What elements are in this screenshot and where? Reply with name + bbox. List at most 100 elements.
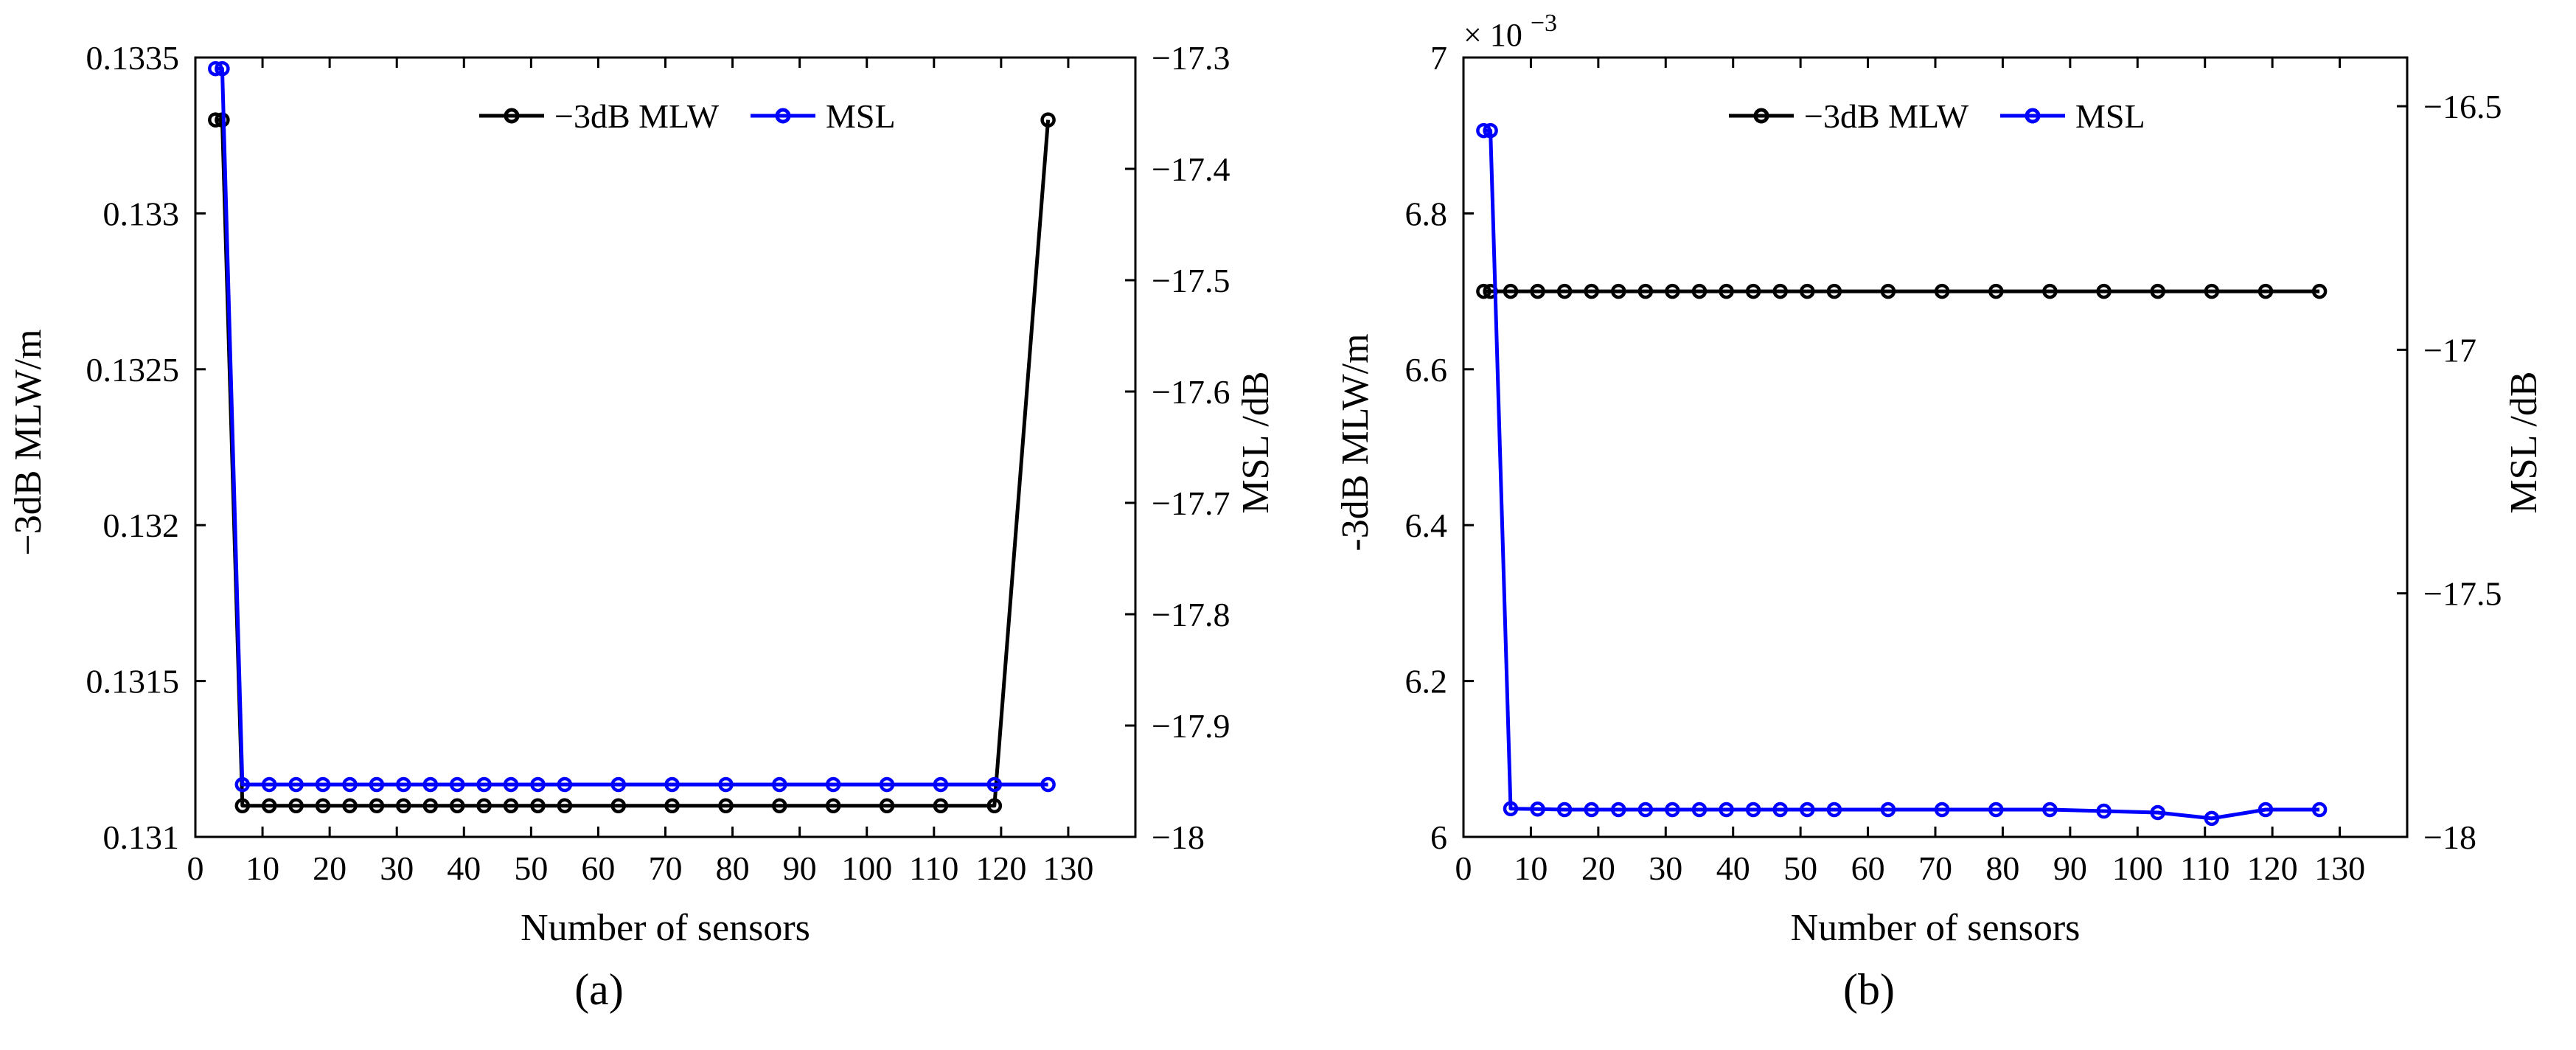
x-tick-label: 80: [716, 849, 750, 887]
data-point-mlw: [208, 112, 223, 128]
data-point-msl: [1934, 802, 1950, 818]
x-axis-label: Number of sensors: [1791, 907, 2081, 949]
data-point-msl: [315, 776, 331, 793]
data-point-mlw: [1691, 283, 1708, 299]
x-tick-label: 80: [1985, 849, 2019, 887]
y-right-tick-label: −17.9: [1152, 707, 1230, 745]
data-point-mlw: [1719, 283, 1734, 299]
data-point-msl: [449, 776, 465, 793]
data-point-msl: [2258, 802, 2274, 818]
data-point-msl: [610, 776, 627, 793]
data-point-msl: [1880, 802, 1896, 818]
y-axis-exponent-label: × 10 −3: [1463, 10, 1557, 53]
y-axis-label-right: MSL /dB: [2503, 371, 2545, 513]
data-point-mlw: [1611, 283, 1626, 299]
x-tick-label: 100: [2112, 849, 2163, 887]
data-point-msl: [530, 776, 546, 793]
data-point-mlw: [1800, 283, 1815, 299]
y-right-tick-label: −18: [1152, 818, 1205, 856]
data-point-msl: [772, 776, 787, 793]
x-tick-label: 120: [2247, 849, 2298, 887]
data-point-msl: [288, 776, 304, 793]
data-point-mlw: [1772, 283, 1788, 299]
y-axis-label-left: −3dB MLW/m: [7, 329, 49, 555]
y-left-tick-label: 6.4: [1405, 507, 1448, 544]
data-point-msl: [369, 776, 385, 793]
x-tick-label: 10: [1514, 849, 1548, 887]
plot-area-frame: [194, 56, 1137, 838]
data-point-msl: [557, 776, 573, 793]
y-right-tick-label: −17.7: [1152, 484, 1230, 522]
y-right-tick-label: −17.8: [1152, 596, 1230, 633]
data-point-msl: [215, 60, 230, 77]
data-point-msl: [1637, 802, 1654, 818]
panel-label-a: (a): [574, 965, 624, 1014]
data-point-mlw: [718, 798, 734, 813]
x-tick-label: 30: [380, 849, 414, 887]
data-point-mlw: [1530, 283, 1545, 299]
data-point-mlw: [449, 798, 465, 813]
x-tick-label: 20: [313, 849, 347, 887]
data-point-msl: [986, 776, 1003, 793]
data-point-mlw: [557, 798, 573, 813]
data-point-mlw: [933, 798, 949, 813]
data-point-mlw: [315, 798, 331, 813]
data-point-msl: [1476, 122, 1491, 139]
data-point-msl: [1772, 802, 1788, 818]
y-axis-label-left: -3dB MLW/m: [1334, 333, 1376, 551]
data-point-msl: [1611, 802, 1626, 818]
data-point-msl: [1826, 802, 1842, 818]
legend: −3dB MLW MSL: [479, 97, 896, 135]
x-tick-label: 50: [514, 849, 548, 887]
data-marks-layer: [1476, 122, 2328, 827]
x-tick-label: 20: [1581, 849, 1615, 887]
data-point-msl: [476, 776, 492, 793]
data-point-mlw: [2311, 283, 2328, 299]
series-line-msl: [1483, 128, 2320, 821]
y-right-tick-label: −18: [2423, 818, 2476, 856]
data-point-mlw: [234, 798, 251, 813]
y-right-tick-label: −17.4: [1152, 150, 1230, 188]
data-point-msl: [261, 776, 277, 793]
data-point-mlw: [2042, 283, 2058, 299]
data-point-msl: [422, 776, 439, 793]
y-left-tick-label: 0.131: [103, 818, 180, 856]
x-tick-label: 110: [909, 849, 958, 887]
data-point-mlw: [879, 798, 895, 813]
data-point-mlw: [2204, 283, 2220, 299]
data-point-mlw: [1584, 283, 1599, 299]
data-point-mlw: [1637, 283, 1654, 299]
y-axis-label-right: MSL /dB: [1235, 371, 1277, 513]
plot-area-frame: [1462, 56, 2409, 838]
x-tick-label: 110: [2180, 849, 2229, 887]
exponent-multiplier: × 10: [1463, 17, 1522, 53]
data-point-msl: [396, 776, 411, 793]
data-point-msl: [1530, 802, 1545, 817]
data-point-mlw: [2258, 283, 2274, 299]
y-left-tick-label: 0.1335: [86, 39, 180, 77]
data-point-msl: [234, 776, 251, 793]
data-point-mlw: [772, 798, 787, 813]
x-tick-label: 0: [187, 849, 204, 887]
data-point-msl: [1556, 802, 1573, 818]
x-tick-label: 130: [1042, 849, 1093, 887]
data-point-msl: [503, 776, 519, 793]
data-point-msl: [933, 776, 949, 793]
x-tick-label: 90: [783, 849, 817, 887]
ticks-layer: 0 10 20 30 40 50 60 70 80 90 100 110 120 130 6 6.2 6.4 6.…: [1405, 39, 2502, 887]
data-point-mlw: [610, 798, 627, 813]
data-point-mlw: [288, 798, 304, 813]
x-tick-label: 30: [1649, 849, 1682, 887]
data-point-mlw: [530, 798, 546, 813]
data-point-msl: [2150, 804, 2165, 821]
x-tick-label: 60: [1851, 849, 1885, 887]
data-point-mlw: [503, 798, 519, 813]
y-right-tick-label: −17: [2423, 331, 2476, 369]
x-tick-label: 10: [246, 849, 279, 887]
y-left-tick-label: 6.2: [1405, 663, 1448, 700]
data-marks-layer: [208, 60, 1056, 813]
panel-label-b: (b): [1843, 965, 1895, 1014]
chart-panel-a: 0 10 20 30 40 50 60 70 80 90 100 110 120 130 0.131 0.13…: [7, 39, 1277, 1014]
data-point-msl: [208, 60, 223, 77]
